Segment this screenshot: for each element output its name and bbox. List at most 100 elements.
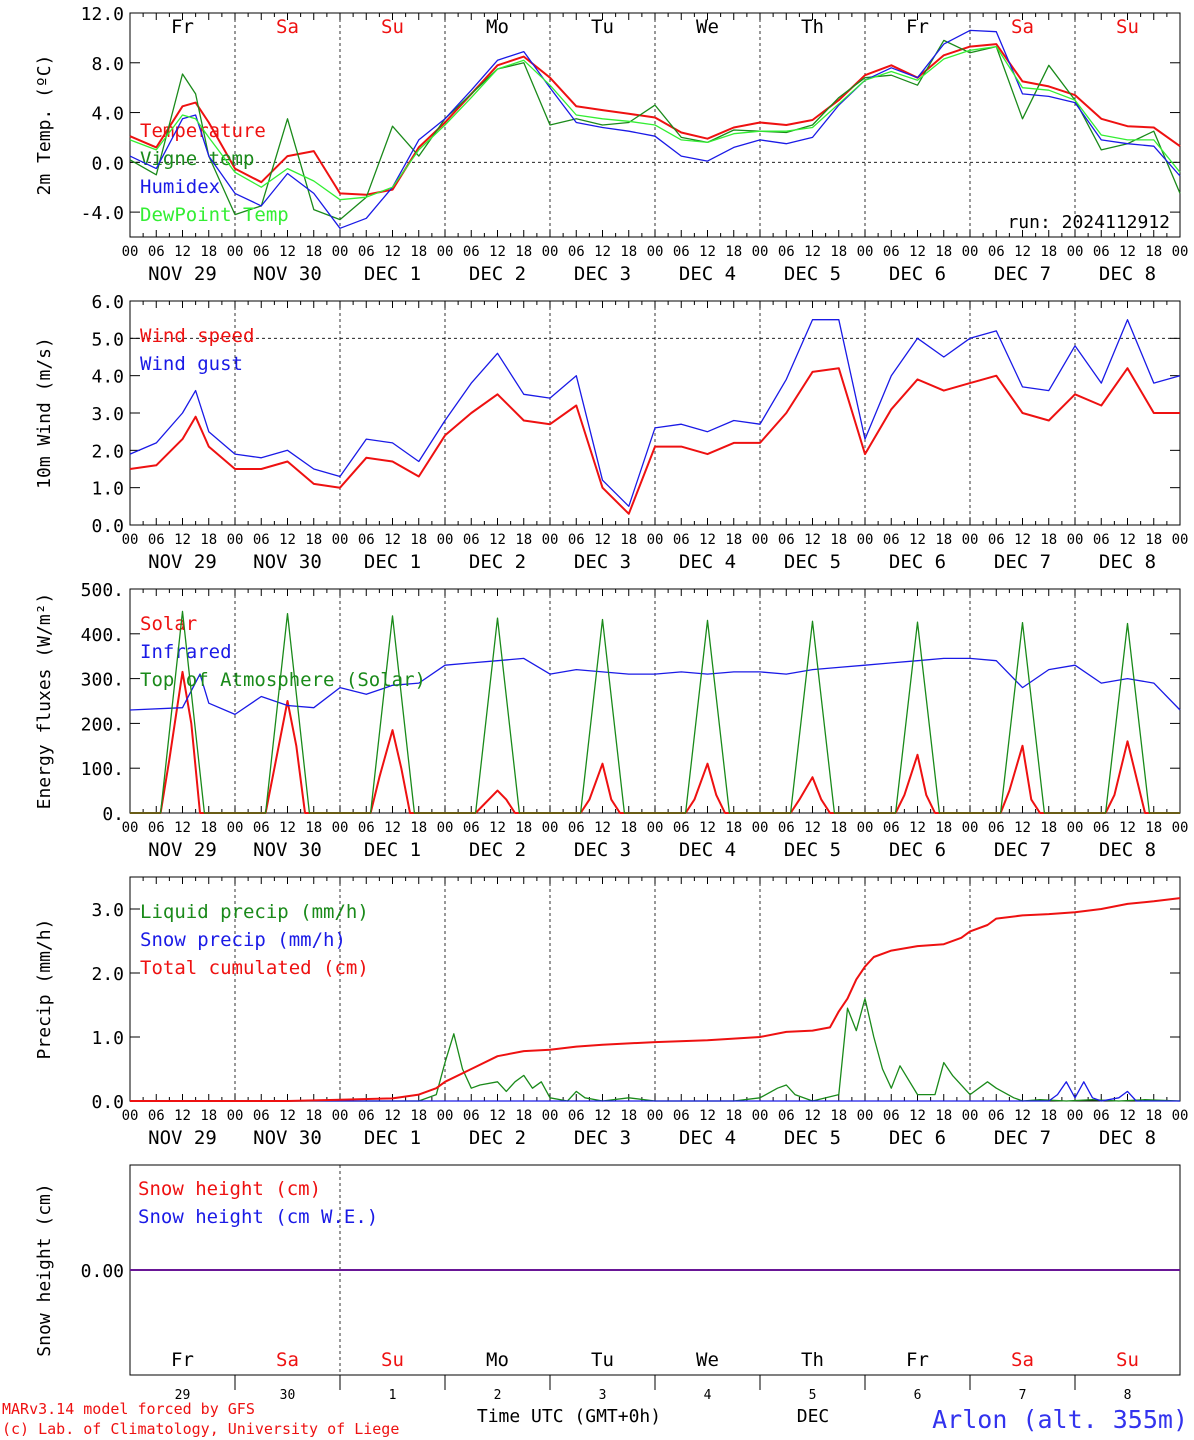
panel-3: 500. 400. 300. 200. 100. 0. Energy fluxes (W/m… (34, 580, 1188, 861)
x-hour-label: 12 (1014, 1108, 1031, 1124)
y-tick-label: -4.0 (81, 203, 124, 224)
data-point (234, 812, 235, 813)
data-point (707, 138, 708, 139)
data-point (261, 182, 262, 183)
data-point (707, 1040, 708, 1041)
x-hour-label: 18 (620, 820, 637, 836)
x-hour-label: 18 (515, 532, 532, 548)
data-point (812, 1030, 813, 1031)
data-point (339, 193, 340, 194)
x-hour-label: 06 (568, 820, 585, 836)
data-point (392, 1098, 393, 1099)
data-point (759, 122, 760, 123)
data-point (829, 1027, 830, 1028)
x-date-label: DEC 6 (889, 839, 946, 861)
data-point (1127, 1091, 1128, 1092)
data-point (1048, 1100, 1049, 1101)
x-hour-label: 00 (1067, 532, 1084, 548)
data-point (1127, 143, 1128, 144)
x-hour-label: 00 (122, 532, 139, 548)
series-line-blue (129, 29, 1181, 229)
data-point (1039, 812, 1040, 813)
data-point (1179, 1100, 1180, 1101)
x-hour-label: 12 (909, 532, 926, 548)
data-point (191, 723, 192, 724)
data-point (1022, 87, 1023, 88)
x-hour-label: 18 (305, 820, 322, 836)
data-point (1074, 394, 1075, 395)
x-hour-label: 12 (909, 820, 926, 836)
data-point (1153, 683, 1154, 684)
data-point (943, 658, 944, 659)
data-point (873, 1036, 874, 1037)
data-point (834, 812, 835, 813)
data-point (339, 219, 340, 220)
data-point (313, 483, 314, 484)
x-hour-label: 18 (515, 244, 532, 260)
x-hour-label: 00 (437, 820, 454, 836)
weekday-label: Sa (276, 1349, 299, 1371)
x-hour-label: 00 (1172, 532, 1189, 548)
data-point (1153, 146, 1154, 147)
data-point (996, 330, 997, 331)
x-hour-label: 12 (699, 244, 716, 260)
y-axis-label: 10m Wind (m/s) (34, 337, 55, 489)
data-point (287, 1100, 288, 1101)
data-point (628, 674, 629, 675)
x-hour-label: 18 (410, 244, 427, 260)
legend-entry: Top of Atmosphere (Solar) (140, 669, 426, 691)
data-point (891, 1088, 892, 1089)
x-hour-label: 18 (305, 244, 322, 260)
data-point (611, 799, 612, 800)
data-point (838, 368, 839, 369)
data-point (392, 126, 393, 127)
data-point (838, 667, 839, 668)
x-hour-label: 06 (778, 244, 795, 260)
x-hour-label: 18 (725, 532, 742, 548)
x-hour-label: 00 (647, 820, 664, 836)
y-tick-label: 200. (81, 714, 124, 735)
x-hour-label: 06 (253, 1108, 270, 1124)
data-point (969, 1094, 970, 1095)
data-point (182, 439, 183, 440)
data-point (379, 777, 380, 778)
x-date-label: DEC 5 (784, 1127, 841, 1149)
data-point (1101, 683, 1102, 684)
data-point (549, 85, 550, 86)
x-hour-label: 06 (148, 820, 165, 836)
data-point (523, 1051, 524, 1052)
data-point (418, 149, 419, 150)
x-hour-label: 12 (279, 820, 296, 836)
data-point (1048, 96, 1049, 97)
data-point (549, 1097, 550, 1098)
x-date-label: DEC 7 (994, 263, 1051, 285)
y-tick-label: 0.00 (81, 1261, 124, 1282)
x-date-label: DEC 6 (889, 263, 946, 285)
x-hour-label: 18 (620, 244, 637, 260)
data-point (654, 812, 655, 813)
data-point (891, 375, 892, 376)
x-hour-label: 00 (1067, 1108, 1084, 1124)
x-hour-label: 12 (1119, 1108, 1136, 1124)
data-point (523, 394, 524, 395)
y-tick-label: 100. (81, 759, 124, 780)
x-hour-label: 18 (725, 244, 742, 260)
data-point (628, 113, 629, 114)
data-point (602, 124, 603, 125)
data-point (681, 671, 682, 672)
legend-entry: Solar (140, 613, 197, 635)
data-point (812, 127, 813, 128)
data-point (681, 156, 682, 157)
x-hour-label: 00 (122, 244, 139, 260)
data-point (961, 937, 962, 938)
x-hour-label: 06 (883, 532, 900, 548)
data-point (1105, 812, 1106, 813)
x-date-label: DEC 8 (1099, 263, 1156, 285)
x-hour-label: 00 (122, 1108, 139, 1124)
data-point (716, 795, 717, 796)
x-date-label: DEC 4 (679, 551, 736, 573)
data-point (287, 700, 288, 701)
data-point (943, 944, 944, 945)
x-hour-label: 00 (857, 244, 874, 260)
